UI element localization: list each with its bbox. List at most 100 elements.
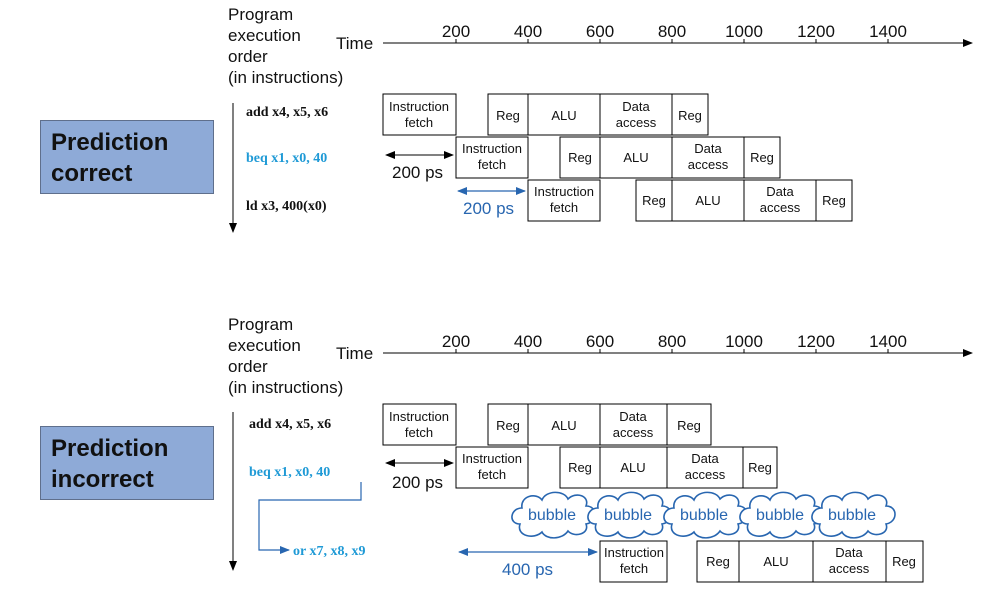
stage-instruction-fetch: [455, 446, 529, 489]
label-fetch: fetch: [620, 561, 648, 576]
stage-reg: [815, 179, 853, 222]
tick-label: 800: [658, 332, 686, 351]
time-ticks: 200 400 600 800 1000 1200 1400: [442, 22, 907, 43]
tick-label: 1400: [869, 22, 907, 41]
label-access: access: [688, 157, 729, 172]
stage-data-access: [599, 403, 668, 446]
pipeline-row-beq: [455, 136, 781, 179]
pipeline-row-add: [382, 93, 709, 136]
label-instruction: Instruction: [389, 99, 449, 114]
label-fetch: fetch: [405, 425, 433, 440]
time-ticks: 200 400 600 800 1000 1200 1400: [442, 332, 907, 353]
stage-data-access: [666, 446, 744, 489]
stage-reg: [696, 540, 740, 583]
label-access: access: [616, 115, 657, 130]
delay-label-black: 200 ps: [392, 473, 443, 492]
tick-label: 400: [514, 22, 542, 41]
time-label: Time: [336, 34, 373, 53]
label-reg: Reg: [677, 418, 701, 433]
tick-label: 400: [514, 332, 542, 351]
stage-instruction-fetch: [382, 403, 457, 446]
bubble-label: bubble: [604, 507, 652, 524]
heading-line2: execution: [228, 336, 301, 355]
pipeline-row-beq: [455, 446, 778, 489]
stage-data-access: [812, 540, 887, 583]
stage-alu: [599, 136, 673, 179]
delay-label-blue: 400 ps: [502, 560, 553, 579]
label-access: access: [685, 467, 726, 482]
tick-label: 600: [586, 22, 614, 41]
stage-data-access: [671, 136, 745, 179]
stage-reg: [743, 136, 781, 179]
label-alu: ALU: [763, 554, 788, 569]
prediction-correct-box: Prediction correct: [40, 120, 214, 194]
label-access: access: [613, 425, 654, 440]
tick-label: 1000: [725, 332, 763, 351]
tick-label: 1000: [725, 22, 763, 41]
instruction-beq: beq x1, x0, 40: [246, 151, 327, 166]
heading-line4: (in instructions): [228, 68, 343, 87]
tick-label: 800: [658, 22, 686, 41]
row-add-labels: Instruction fetch Reg ALU Data access Re…: [389, 99, 702, 130]
label-reg: Reg: [678, 108, 702, 123]
instruction-ld: ld x3, 400(x0): [246, 199, 327, 214]
label-instruction: Instruction: [462, 141, 522, 156]
label-reg: Reg: [822, 193, 846, 208]
instruction-add: add x4, x5, x6: [246, 105, 328, 120]
label-fetch: fetch: [478, 157, 506, 172]
pipeline-row-add: [382, 403, 712, 446]
stage-alu: [599, 446, 668, 489]
label-reg: Reg: [642, 193, 666, 208]
tick-label: 200: [442, 22, 470, 41]
label-access: access: [760, 200, 801, 215]
stage-data-access: [599, 93, 673, 136]
label-data: Data: [619, 409, 647, 424]
stage-alu: [527, 403, 601, 446]
label-alu: ALU: [551, 418, 576, 433]
label-reg: Reg: [568, 460, 592, 475]
stage-instruction-fetch: [455, 136, 529, 179]
instruction-or: or x7, x8, x9: [293, 544, 365, 559]
heading-line3: order: [228, 357, 268, 376]
label-access: access: [829, 561, 870, 576]
stage-reg: [559, 446, 601, 489]
label-instruction: Instruction: [604, 545, 664, 560]
label-reg: Reg: [750, 150, 774, 165]
label-data: Data: [622, 99, 650, 114]
pipeline-row-ld: [527, 179, 853, 222]
label-data: Data: [835, 545, 863, 560]
stage-instruction-fetch: [527, 179, 601, 222]
heading-line4: (in instructions): [228, 378, 343, 397]
label-fetch: fetch: [405, 115, 433, 130]
instruction-beq: beq x1, x0, 40: [249, 465, 330, 480]
label-alu: ALU: [620, 460, 645, 475]
branch-target-arrow: [258, 482, 362, 554]
prediction-incorrect-box: Prediction incorrect: [40, 426, 214, 500]
label-reg: Reg: [706, 554, 730, 569]
label-fetch: fetch: [478, 467, 506, 482]
label-data: Data: [694, 141, 722, 156]
heading-line3: order: [228, 47, 268, 66]
bubble-label: bubble: [756, 507, 804, 524]
delay-label-blue: 200 ps: [463, 199, 514, 218]
stage-reg: [635, 179, 673, 222]
stage-reg: [671, 93, 709, 136]
tick-label: 1200: [797, 332, 835, 351]
pipeline-row-or: [599, 540, 924, 583]
row-or-labels: Instruction fetch Reg ALU Data access Re…: [604, 545, 916, 576]
label-reg: Reg: [892, 554, 916, 569]
label-instruction: Instruction: [534, 184, 594, 199]
tick-label: 600: [586, 332, 614, 351]
label-alu: ALU: [551, 108, 576, 123]
row-add-labels: Instruction fetch Reg ALU Data access Re…: [389, 409, 701, 440]
label-alu: ALU: [623, 150, 648, 165]
instruction-add: add x4, x5, x6: [249, 417, 331, 432]
row-ld-labels: Instruction fetch Reg ALU Data access Re…: [534, 184, 846, 215]
label-data: Data: [766, 184, 794, 199]
label-reg: Reg: [496, 108, 520, 123]
bubble-label: bubble: [680, 507, 728, 524]
stage-reg: [666, 403, 712, 446]
bubble-label: bubble: [528, 507, 576, 524]
stage-alu: [527, 93, 601, 136]
